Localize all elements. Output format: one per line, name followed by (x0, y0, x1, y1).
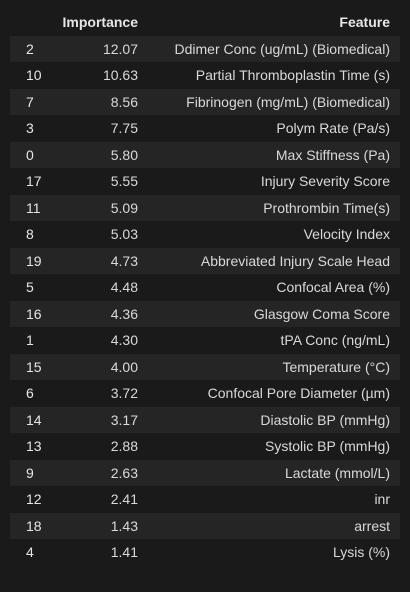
table-row: 15 4.00 Temperature (°C) (10, 353, 400, 380)
importance-cell: 5.55 (110, 173, 138, 190)
feature-cell: Fibrinogen (mg/mL) (Biomedical) (186, 93, 390, 110)
row-index-cell: 0 (26, 146, 34, 163)
feature-cell: Polym Rate (Pa/s) (276, 120, 390, 137)
row-index-cell: 4 (26, 544, 34, 561)
row-index-cell: 6 (26, 385, 34, 402)
table-row: 0 5.80 Max Stiffness (Pa) (10, 141, 400, 168)
importance-cell: 4.00 (110, 358, 138, 375)
feature-cell: Injury Severity Score (260, 173, 390, 190)
feature-cell: Velocity Index (303, 226, 390, 243)
table-row: 12 2.41 inr (10, 486, 400, 513)
feature-cell: Confocal Area (%) (276, 279, 390, 296)
feature-cell: Confocal Pore Diameter (µm) (207, 385, 390, 402)
table-row: 9 2.63 Lactate (mmol/L) (10, 459, 400, 486)
row-index-cell: 12 (26, 491, 42, 508)
feature-cell: Prothrombin Time(s) (263, 199, 390, 216)
feature-cell: Glasgow Coma Score (253, 305, 390, 322)
table-row: 17 5.55 Injury Severity Score (10, 168, 400, 195)
row-index-cell: 17 (26, 173, 42, 190)
importance-cell: 3.17 (110, 411, 138, 428)
importance-column-header: Importance (62, 14, 138, 31)
row-index-cell: 13 (26, 438, 42, 455)
importance-cell: 4.48 (110, 279, 138, 296)
importance-cell: 10.63 (102, 67, 138, 84)
table-row: 8 5.03 Velocity Index (10, 221, 400, 248)
importance-cell: 7.75 (110, 120, 138, 137)
feature-importance-table: Importance Feature 2 12.07 Ddimer Conc (ug… (10, 9, 400, 566)
importance-cell: 1.41 (110, 544, 138, 561)
importance-cell: 12.07 (102, 40, 138, 57)
importance-cell: 3.72 (110, 385, 138, 402)
importance-cell: 2.41 (110, 491, 138, 508)
table-row: 3 7.75 Polym Rate (Pa/s) (10, 115, 400, 142)
row-index-cell: 3 (26, 120, 34, 137)
importance-cell: 5.80 (110, 146, 138, 163)
row-index-cell: 16 (26, 305, 42, 322)
table-row: 11 5.09 Prothrombin Time(s) (10, 194, 400, 221)
table-row: 2 12.07 Ddimer Conc (ug/mL) (Biomedical) (10, 35, 400, 62)
feature-column-header: Feature (339, 14, 390, 31)
table-row: 10 10.63 Partial Thromboplastin Time (s) (10, 62, 400, 89)
feature-cell: Ddimer Conc (ug/mL) (Biomedical) (174, 40, 390, 57)
importance-cell: 2.88 (110, 438, 138, 455)
feature-cell: Systolic BP (mmHg) (265, 438, 390, 455)
row-index-cell: 2 (26, 40, 34, 57)
table-row: 16 4.36 Glasgow Coma Score (10, 300, 400, 327)
table-row: 14 3.17 Diastolic BP (mmHg) (10, 406, 400, 433)
feature-cell: inr (374, 491, 390, 508)
importance-cell: 5.09 (110, 199, 138, 216)
table-row: 18 1.43 arrest (10, 512, 400, 539)
row-index-cell: 10 (26, 67, 42, 84)
importance-cell: 1.43 (110, 517, 138, 534)
row-index-cell: 5 (26, 279, 34, 296)
table-row: 4 1.41 Lysis (%) (10, 539, 400, 566)
feature-cell: Diastolic BP (mmHg) (260, 411, 390, 428)
feature-cell: tPA Conc (ng/mL) (280, 332, 390, 349)
feature-cell: Lactate (mmol/L) (284, 464, 390, 481)
row-index-cell: 11 (26, 199, 41, 216)
importance-cell: 4.36 (110, 305, 138, 322)
importance-cell: 4.73 (110, 252, 138, 269)
row-index-cell: 14 (26, 411, 42, 428)
table-row: 19 4.73 Abbreviated Injury Scale Head (10, 247, 400, 274)
feature-cell: Partial Thromboplastin Time (s) (195, 67, 390, 84)
feature-cell: Lysis (%) (332, 544, 390, 561)
row-index-cell: 18 (26, 517, 42, 534)
table-header: Importance Feature (10, 9, 400, 36)
feature-cell: Temperature (°C) (282, 358, 390, 375)
table-row: 6 3.72 Confocal Pore Diameter (µm) (10, 380, 400, 407)
table-row: 1 4.30 tPA Conc (ng/mL) (10, 327, 400, 354)
feature-cell: arrest (354, 517, 390, 534)
row-index-cell: 15 (26, 358, 42, 375)
table-row: 5 4.48 Confocal Area (%) (10, 274, 400, 301)
row-index-cell: 19 (26, 252, 42, 269)
row-index-cell: 7 (26, 93, 34, 110)
importance-cell: 5.03 (110, 226, 138, 243)
feature-cell: Max Stiffness (Pa) (275, 146, 390, 163)
feature-cell: Abbreviated Injury Scale Head (200, 252, 390, 269)
importance-cell: 8.56 (110, 93, 138, 110)
header-row: Importance Feature (10, 9, 400, 36)
importance-cell: 4.30 (110, 332, 138, 349)
index-column-header (10, 9, 50, 36)
table-body: 2 12.07 Ddimer Conc (ug/mL) (Biomedical) 10… (10, 35, 400, 566)
row-index-cell: 1 (26, 332, 34, 349)
table-row: 13 2.88 Systolic BP (mmHg) (10, 433, 400, 460)
row-index-cell: 9 (26, 464, 34, 481)
importance-cell: 2.63 (110, 464, 138, 481)
row-index-cell: 8 (26, 226, 34, 243)
table-row: 7 8.56 Fibrinogen (mg/mL) (Biomedical) (10, 88, 400, 115)
